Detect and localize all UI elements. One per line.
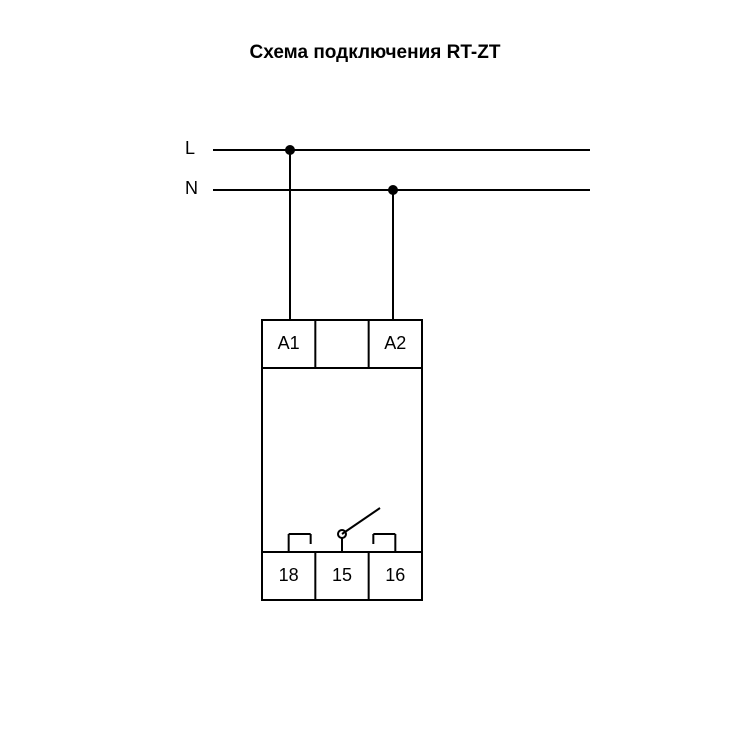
wiring-svg [0, 0, 750, 750]
terminal-16: 16 [375, 565, 415, 586]
terminal-A2: A2 [375, 333, 415, 354]
terminal-A1: A1 [269, 333, 309, 354]
line-label-L: L [185, 138, 195, 159]
line-label-N: N [185, 178, 198, 199]
terminal-18: 18 [269, 565, 309, 586]
terminal-15: 15 [322, 565, 362, 586]
